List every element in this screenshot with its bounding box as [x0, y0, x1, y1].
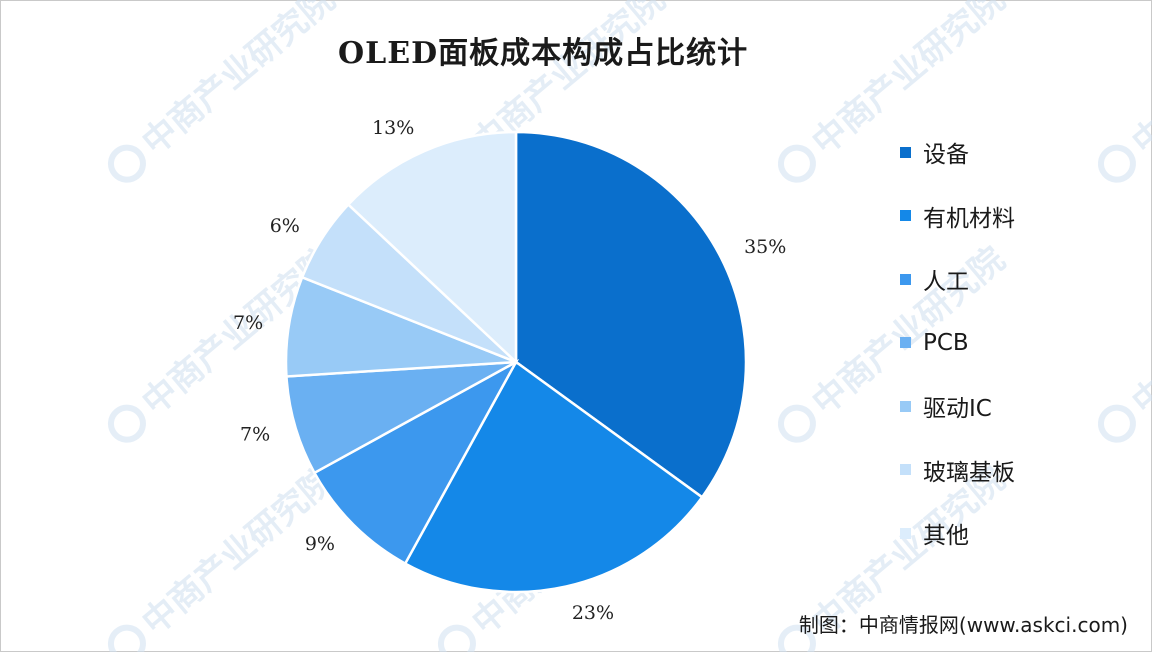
askci-logo-icon [1097, 404, 1136, 443]
legend-swatch [900, 337, 911, 348]
legend-swatch [900, 527, 911, 539]
legend-label: 其他 [923, 523, 969, 549]
pie-label-1: 35% [744, 236, 786, 258]
pie-label-7: 13% [372, 117, 414, 139]
legend-swatch [900, 464, 911, 475]
source-note: 制图：中商情报网(www.askci.com) [798, 613, 1128, 637]
watermark-text: 中商产业研究院 [135, 0, 343, 163]
pie-slice-3 [312, 358, 520, 566]
legend-item-5: 驱动IC [900, 390, 1015, 422]
pie-label-4: 7% [240, 423, 270, 445]
askci-logo-icon [107, 404, 146, 443]
pie-label-3: 9% [305, 533, 335, 555]
legend-item-3: 人工 [900, 263, 1015, 295]
askci-logo-icon [777, 144, 816, 183]
pie-slice-1 [514, 130, 748, 499]
legend-label: 驱动IC [923, 396, 992, 422]
askci-logo-icon [107, 144, 146, 183]
chart-legend: 设备有机材料人工 PCB 驱动IC 玻璃基板其他 [900, 136, 1015, 581]
legend-item-4: PCB [900, 327, 1015, 359]
askci-logo-icon [1097, 144, 1136, 183]
legend-label: 有机材料 [923, 205, 1015, 232]
legend-label: 设备 [923, 142, 969, 168]
legend-item-1: 设备 [900, 136, 1015, 168]
legend-item-7: 其他 [900, 517, 1015, 549]
pie-slice-4 [285, 360, 517, 475]
pie-slice-7 [346, 130, 518, 365]
pie-label-5: 7% [233, 312, 263, 334]
watermark: 中商产业研究院 [107, 459, 343, 652]
legend-label: 玻璃基板 [923, 459, 1015, 486]
pie-label-6: 6% [270, 215, 300, 237]
legend-item-2: 有机材料 [900, 200, 1015, 232]
legend-swatch [900, 146, 911, 158]
pie-slice-2 [403, 360, 704, 594]
watermark-text: 中商产业研究院 [1125, 0, 1152, 163]
chart-title: OLED面板成本构成占比统计 [338, 36, 749, 71]
askci-logo-icon [437, 624, 476, 652]
legend-swatch [900, 273, 911, 285]
pie-slices [284, 130, 748, 594]
legend-item-6: 玻璃基板 [900, 454, 1015, 486]
askci-logo-icon [777, 624, 816, 652]
legend-label: 人工 [923, 269, 969, 295]
pie-labels: 35% 23% 9% 7% 7% 6% 13% [233, 117, 786, 624]
legend-label: PCB [923, 329, 969, 356]
askci-logo-icon [107, 624, 146, 652]
legend-swatch [900, 400, 911, 412]
legend-swatch [900, 210, 911, 221]
watermark-text: 中商产业研究院 [1125, 239, 1152, 423]
askci-logo-icon [777, 404, 816, 443]
pie-slice-5 [284, 275, 517, 378]
watermark: 中商产业研究院 [1097, 239, 1152, 443]
pie-label-2: 23% [572, 602, 614, 624]
